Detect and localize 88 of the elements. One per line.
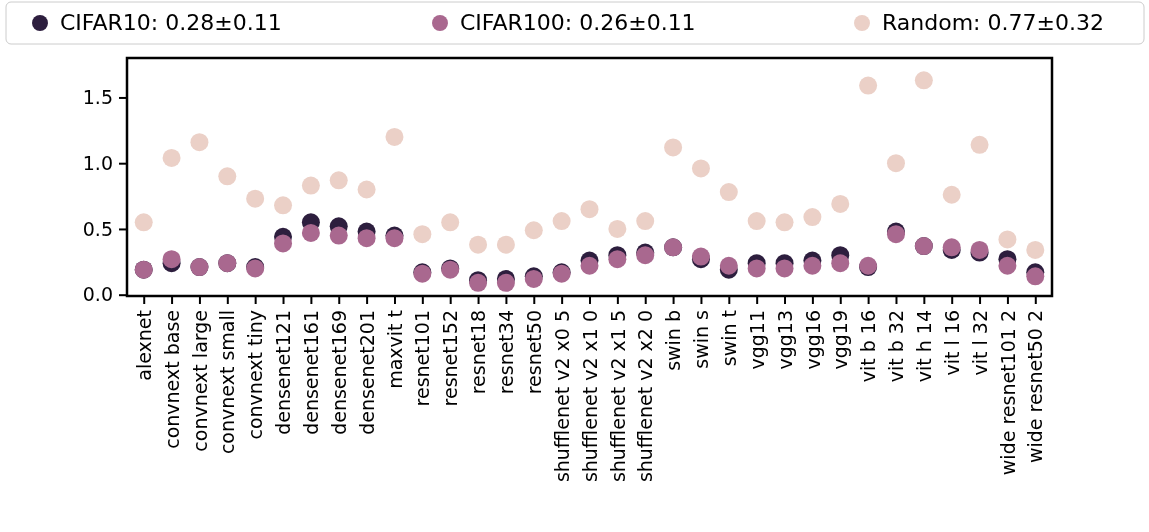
x-tick-label: vgg19: [829, 310, 852, 370]
x-tick-label: vit b 16: [857, 310, 880, 383]
point: [218, 167, 237, 186]
point: [274, 196, 293, 215]
point: [134, 213, 153, 232]
point: [831, 254, 850, 273]
point: [580, 200, 599, 219]
x-tick-label: convnext large: [188, 310, 211, 452]
x-tick-label: resnet18: [467, 310, 490, 395]
legend-label: CIFAR10: 0.28±0.11: [60, 10, 282, 35]
point: [998, 230, 1017, 249]
point: [859, 76, 878, 95]
point: [552, 212, 571, 231]
legend-label: CIFAR100: 0.26±0.11: [460, 10, 696, 35]
x-tick-label: shufflenet v2 x0 5: [550, 310, 573, 483]
x-tick-label: vit h 14: [912, 310, 935, 383]
point: [413, 225, 432, 244]
x-tick-label: resnet152: [439, 310, 462, 407]
point: [970, 135, 989, 154]
x-tick-label: vgg16: [801, 310, 824, 370]
point: [719, 256, 738, 275]
point: [747, 259, 766, 278]
x-tick-label: vit l 32: [968, 310, 991, 376]
point: [803, 208, 822, 227]
point: [162, 250, 181, 269]
x-tick-label: densenet161: [300, 310, 323, 435]
y-tick-label: 0.5: [82, 217, 113, 240]
x-tick-label: vgg11: [745, 310, 768, 370]
point: [831, 194, 850, 213]
x-tick-label: shufflenet v2 x1 5: [606, 310, 629, 483]
point: [329, 226, 348, 245]
point: [775, 259, 794, 278]
point: [719, 183, 738, 202]
point: [580, 256, 599, 275]
point: [914, 71, 933, 90]
point: [636, 212, 655, 231]
point: [998, 256, 1017, 275]
x-tick-label: convnext tiny: [244, 310, 267, 440]
x-tick-label: resnet101: [411, 310, 434, 407]
x-tick-label: resnet50: [522, 310, 545, 395]
point: [1026, 267, 1045, 286]
x-tick-label: resnet34: [495, 310, 518, 395]
point: [357, 180, 376, 199]
x-tick-label: shufflenet v2 x1 0: [578, 310, 601, 483]
point: [1026, 240, 1045, 259]
x-tick-label: swin b: [662, 310, 685, 371]
x-tick-label: vit b 32: [885, 310, 908, 383]
point: [357, 229, 376, 248]
point: [301, 223, 320, 242]
x-tick-label: wide resnet101 2: [996, 310, 1019, 476]
point: [274, 234, 293, 253]
legend-label: Random: 0.77±0.32: [882, 10, 1104, 35]
point: [608, 219, 627, 238]
point: [385, 127, 404, 146]
point: [664, 138, 683, 157]
x-tick-label: alexnet: [132, 310, 155, 381]
point: [246, 189, 265, 208]
point: [803, 256, 822, 275]
x-tick-label: convnext base: [160, 310, 183, 449]
point: [524, 221, 543, 240]
x-tick-label: densenet169: [327, 310, 350, 435]
point: [329, 171, 348, 190]
x-tick-label: swin s: [690, 310, 713, 369]
point: [190, 133, 209, 152]
point: [775, 213, 794, 232]
x-tick-label: vgg13: [773, 310, 796, 370]
point: [496, 273, 515, 292]
x-tick-label: wide resnet50 2: [1024, 310, 1047, 464]
x-tick-label: vit l 16: [940, 310, 963, 376]
x-tick-label: densenet201: [355, 310, 378, 435]
point: [469, 235, 488, 254]
y-tick-label: 1.0: [82, 151, 113, 174]
point: [747, 212, 766, 231]
point: [691, 159, 710, 178]
point: [301, 176, 320, 195]
x-tick-label: densenet121: [272, 310, 295, 435]
y-tick-label: 1.5: [82, 86, 113, 109]
point: [441, 213, 460, 232]
x-tick-label: convnext small: [216, 310, 239, 455]
x-tick-label: swin t: [717, 310, 740, 367]
x-tick-label: shufflenet v2 x2 0: [634, 310, 657, 483]
point: [942, 185, 961, 204]
point: [162, 148, 181, 167]
x-tick-label: maxvit t: [383, 310, 406, 389]
point: [496, 235, 515, 254]
point: [886, 154, 905, 173]
point: [608, 250, 627, 269]
y-tick-label: 0.0: [82, 283, 113, 306]
